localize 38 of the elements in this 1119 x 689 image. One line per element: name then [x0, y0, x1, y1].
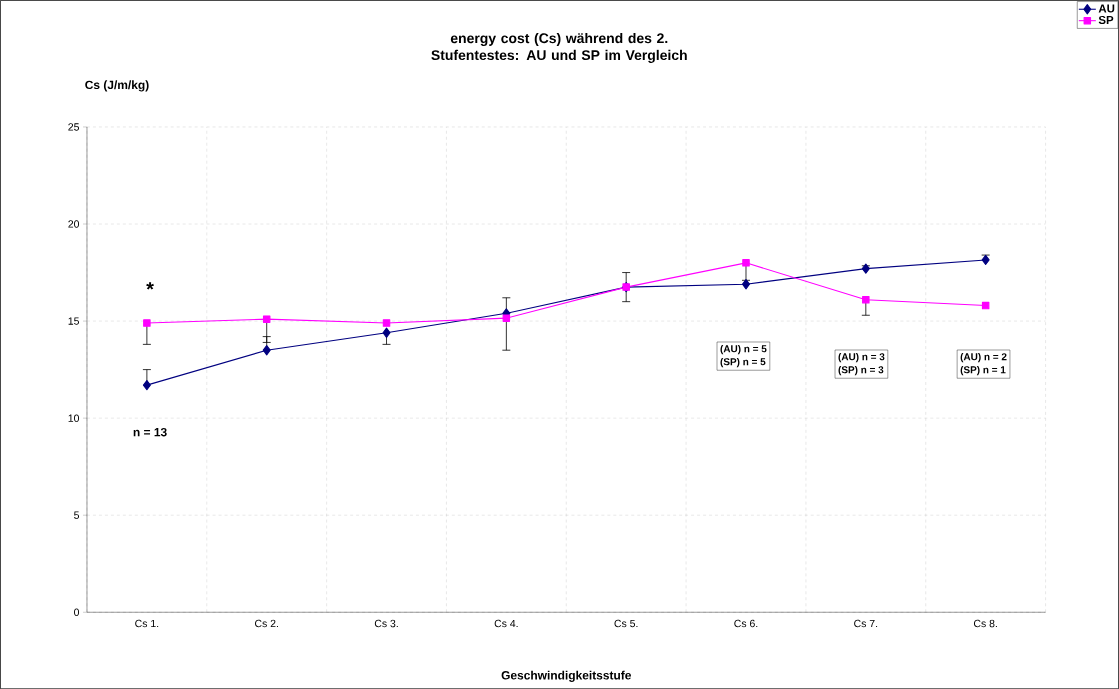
x-tick-label: Cs 2.: [255, 619, 278, 628]
x-tick-label: Cs 8.: [973, 619, 997, 628]
chart-title: energy cost (Cs) während des 2. Stufentestes: AU und SP im Vergleich: [431, 32, 687, 63]
annotation: (AU) n = 3: [838, 352, 885, 363]
legend-label: AU: [1098, 4, 1115, 13]
x-tick-label: Cs 6.: [734, 619, 758, 628]
point: [143, 319, 151, 327]
x-tick-label: Cs 3.: [374, 619, 398, 628]
point: [262, 315, 271, 323]
point: [382, 327, 391, 338]
legend-label: SP: [1098, 15, 1114, 24]
x-axis-title: Geschwindigkeitsstufe: [501, 670, 631, 682]
annotation: (AU) n = 2: [960, 352, 1007, 363]
y-tick-label: 20: [68, 220, 80, 228]
point: [742, 258, 750, 267]
x-tick-label: Cs 4.: [494, 619, 518, 628]
annotation: (SP) n = 5: [720, 357, 766, 368]
point: [262, 344, 271, 356]
point: [981, 254, 990, 265]
point: [382, 319, 391, 327]
x-tick-label: Cs 7.: [854, 619, 878, 628]
x-tick-label: Cs 1.: [135, 619, 159, 628]
point: [862, 295, 870, 304]
annotation: (AU) n = 5: [720, 344, 767, 355]
annotation: n = 13: [133, 427, 167, 437]
point: [502, 314, 511, 322]
y-tick-label: 5: [74, 511, 79, 519]
y-tick-label: 0: [74, 608, 80, 616]
y-tick-label: 25: [68, 123, 79, 131]
x-tick-label: Cs 5.: [614, 619, 638, 628]
point: [861, 263, 870, 274]
y-axis-title: Cs (J/m/kg): [85, 80, 149, 92]
y-tick-label: 10: [68, 414, 80, 422]
y-tick-label: 15: [68, 317, 79, 325]
point: [142, 379, 151, 391]
annotation: (SP) n = 1: [960, 365, 1006, 376]
annotation: *: [146, 282, 154, 290]
annotation: (SP) n = 3: [838, 365, 884, 376]
